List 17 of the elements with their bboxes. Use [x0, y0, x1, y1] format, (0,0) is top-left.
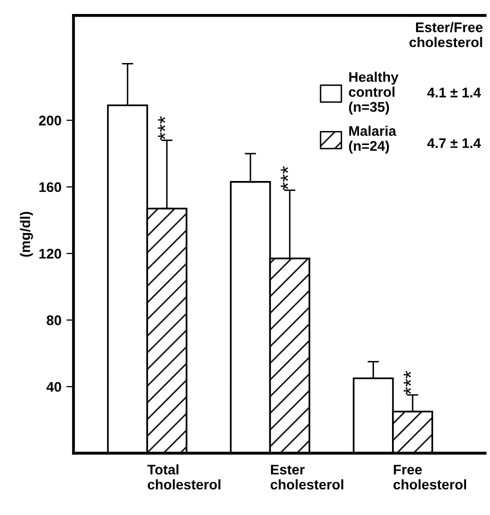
y-tick-label: 200 — [39, 116, 62, 126]
legend-label: Healthy control (n=35) — [348, 72, 398, 115]
x-tick-label: Ester cholesterol — [270, 464, 344, 490]
annotation: *** — [404, 370, 411, 395]
annotation: 4.7 ± 1.4 — [427, 138, 481, 148]
annotation: 4.1 ± 1.4 — [427, 88, 481, 98]
annotation: *** — [158, 116, 166, 140]
y-tick-label: 120 — [39, 248, 62, 259]
y-tick-label: 40 — [46, 382, 62, 392]
x-tick-label: Free cholesterol — [393, 464, 466, 490]
annotation: *** — [280, 166, 288, 190]
annotation: Ester/Free cholesterol — [409, 22, 483, 48]
x-tick-label: Total cholesterol — [147, 464, 220, 490]
y-axis-title: (mg/dl) — [20, 212, 33, 257]
y-tick-label: 160 — [39, 182, 62, 192]
y-tick-label: 80 — [46, 315, 62, 326]
legend-label: Malaria (n=24) — [349, 126, 396, 154]
